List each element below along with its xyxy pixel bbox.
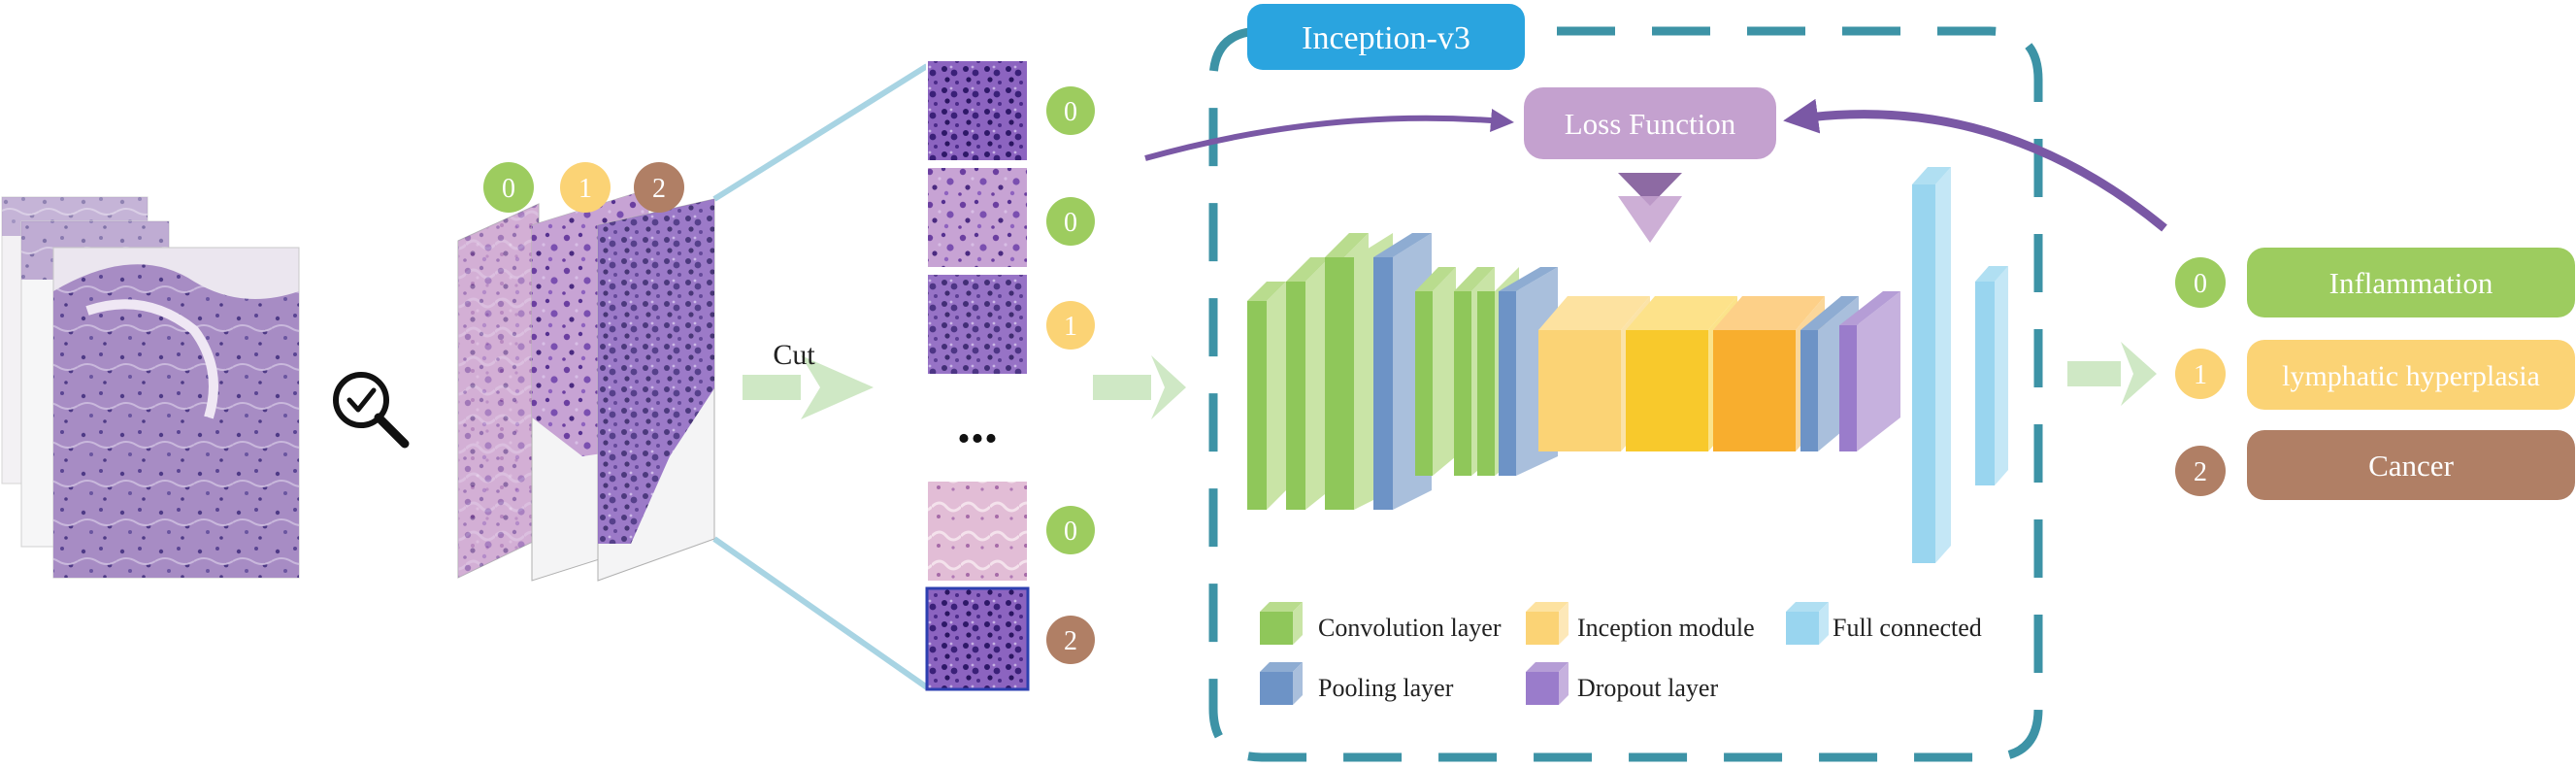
output-cancer-num: 2 (2194, 457, 2207, 487)
conv-layer (1247, 282, 1286, 510)
patch-label-2: 1 (1046, 301, 1095, 350)
patch-2 (926, 273, 1029, 376)
loss-function-box (1524, 87, 1776, 159)
selected-label-2: 2 (634, 162, 684, 213)
input-arrow (1093, 355, 1186, 419)
inception-title: Inception-v3 (1302, 20, 1470, 56)
patch-0 (926, 59, 1029, 162)
patch-label-1: 0 (1046, 197, 1095, 246)
network-layers (1247, 167, 2008, 563)
legend-dropout: Dropout layer (1526, 662, 1718, 705)
output-lymphatic-hyperplasia: 1 lymphatic hyperplasia (2175, 340, 2575, 410)
output-inflammation-num: 0 (2194, 269, 2207, 299)
ellipsis: ... (957, 394, 998, 454)
legend: Convolution layer Inception module Full … (1260, 602, 1982, 705)
selected-regions (457, 188, 715, 582)
output-cancer: 2 Cancer (2175, 430, 2575, 500)
selected-label-0-text: 0 (502, 174, 515, 204)
inception-title-box (1247, 4, 1525, 70)
feedback-arrow-left (1144, 109, 1514, 161)
full-connected-layer (1912, 167, 1951, 563)
patch-1 (926, 166, 1029, 269)
projection-line-bottom (712, 536, 929, 690)
legend-inception: Inception module (1526, 602, 1755, 645)
patch-label-0-text: 0 (1064, 97, 1077, 127)
patch-label-3: 0 (1046, 506, 1095, 554)
patch-label-3-text: 0 (1064, 517, 1077, 547)
conv-layer (1286, 257, 1330, 510)
legend-convolution-text: Convolution layer (1318, 614, 1502, 642)
selected-label-1: 1 (560, 162, 611, 213)
legend-pooling: Pooling layer (1260, 662, 1454, 705)
magnifier-check-icon (333, 372, 410, 449)
patch-label-0: 0 (1046, 86, 1095, 135)
legend-convolution: Convolution layer (1260, 602, 1502, 645)
patch-column (925, 59, 1030, 691)
patch-label-4-text: 2 (1064, 626, 1077, 656)
output-arrow (2067, 342, 2157, 406)
patch-label-4: 2 (1046, 616, 1095, 664)
feedback-arrow-right (1783, 98, 2167, 232)
full-connected-layer (1975, 266, 2008, 485)
selected-label-0: 0 (483, 162, 534, 213)
output-inflammation: 0 Inflammation (2175, 248, 2575, 317)
inception-frame (1208, 26, 2043, 762)
legend-inception-text: Inception module (1577, 614, 1755, 642)
legend-dropout-text: Dropout layer (1577, 674, 1718, 702)
cut-label: Cut (773, 339, 815, 371)
legend-pooling-text: Pooling layer (1318, 674, 1454, 702)
output-lymphatic-hyperplasia-num: 1 (2194, 360, 2207, 390)
patch-3 (926, 480, 1029, 583)
legend-full-connected-text: Full connected (1833, 614, 1982, 642)
output-inflammation-label: Inflammation (2329, 266, 2493, 300)
whole-slide-stack (1, 196, 300, 579)
patch-label-2-text: 1 (1064, 312, 1077, 342)
projection-line-top (712, 63, 929, 202)
dropout-layer (1839, 291, 1900, 451)
selected-label-2-text: 2 (652, 174, 666, 204)
cut-arrow (743, 355, 874, 419)
conv-layer (1415, 267, 1456, 476)
legend-full-connected: Full connected (1786, 602, 1982, 645)
patch-4 (925, 586, 1030, 691)
selected-label-1-text: 1 (578, 174, 592, 204)
loss-down-arrow (1618, 173, 1682, 243)
output-lymphatic-hyperplasia-label: lymphatic hyperplasia (2282, 360, 2540, 392)
output-cancer-label: Cancer (2368, 449, 2454, 483)
patch-label-1-text: 0 (1064, 208, 1077, 238)
loss-function-label: Loss Function (1565, 107, 1736, 141)
